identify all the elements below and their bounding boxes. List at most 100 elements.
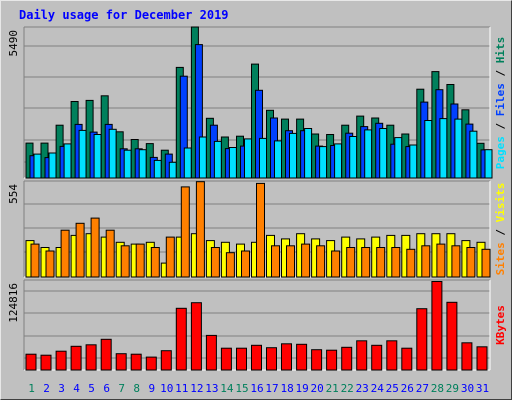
bar-kbytes-day-10 — [160, 350, 172, 371]
bar-pages-day-18 — [289, 132, 297, 179]
bar-sites-day-28 — [436, 243, 446, 278]
x-tick-label: 19 — [295, 382, 308, 395]
x-tick-label: 8 — [133, 382, 140, 395]
bar-pages-day-3 — [63, 143, 72, 179]
x-tick-label: 15 — [235, 382, 248, 395]
bar-kbytes-day-3 — [55, 350, 67, 371]
x-tick-label: 5 — [88, 382, 95, 395]
x-tick-label: 3 — [58, 382, 65, 395]
bar-sites-day-4 — [75, 222, 85, 278]
bar-pages-day-19 — [304, 128, 313, 179]
bar-sites-day-26 — [406, 248, 416, 278]
bar-sites-day-1 — [30, 243, 40, 278]
legend-pages: Pages — [494, 136, 507, 169]
bar-kbytes-day-29 — [446, 301, 458, 371]
x-tick-label: 7 — [118, 382, 125, 395]
x-tick-label: 21 — [326, 382, 339, 395]
bar-kbytes-day-19 — [296, 343, 308, 371]
x-tick-label: 27 — [416, 382, 429, 395]
bar-kbytes-day-16 — [251, 344, 262, 371]
bar-pages-day-10 — [168, 161, 177, 179]
bar-sites-day-31 — [481, 248, 491, 278]
x-tick-label: 14 — [220, 382, 234, 395]
x-tick-label: 26 — [401, 382, 414, 395]
x-tick-label: 2 — [43, 382, 50, 395]
x-tick-label: 4 — [73, 382, 80, 395]
legend-hits: Hits — [494, 37, 507, 64]
x-tick-label: 11 — [175, 382, 188, 395]
bar-kbytes-day-21 — [326, 349, 338, 371]
x-tick-label: 16 — [250, 382, 263, 395]
bar-kbytes-day-13 — [205, 334, 217, 371]
legend-sites: Sites — [494, 242, 507, 275]
bar-pages-day-27 — [424, 120, 433, 179]
bar-kbytes-day-24 — [371, 344, 383, 371]
bar-kbytes-day-22 — [341, 346, 353, 371]
x-tick-label: 1 — [28, 382, 35, 395]
bar-sites-day-27 — [421, 245, 431, 278]
legend: Pages / Files / Hits — [494, 37, 507, 170]
bar-pages-day-12 — [198, 136, 207, 179]
bar-kbytes-day-26 — [401, 347, 413, 371]
bar-sites-day-25 — [391, 247, 401, 278]
bar-kbytes-day-18 — [281, 343, 292, 371]
bar-pages-day-24 — [379, 128, 388, 179]
bar-sites-day-16 — [256, 182, 265, 278]
bar-kbytes-day-12 — [190, 302, 202, 371]
bar-sites-day-22 — [346, 247, 356, 278]
bar-sites-day-13 — [210, 247, 220, 278]
x-tick-label: 13 — [205, 382, 218, 395]
bar-sites-day-29 — [451, 245, 461, 278]
y-max-label: 554 — [7, 184, 20, 204]
bar-kbytes-day-11 — [175, 307, 187, 371]
bar-kbytes-day-17 — [266, 347, 277, 371]
bar-sites-day-2 — [45, 250, 55, 278]
bar-sites-day-3 — [60, 229, 70, 278]
page-title: Daily usage for December 2019 — [19, 8, 229, 22]
bar-pages-day-29 — [454, 118, 463, 179]
bar-sites-day-10 — [165, 236, 175, 278]
bar-kbytes-day-27 — [416, 308, 428, 371]
bar-sites-day-17 — [271, 245, 280, 278]
x-tick-label: 28 — [431, 382, 444, 395]
bar-kbytes-day-1 — [25, 353, 37, 371]
bar-kbytes-day-4 — [70, 345, 82, 371]
bar-pages-day-16 — [259, 137, 267, 179]
bar-pages-day-25 — [394, 137, 403, 179]
x-tick-label: 30 — [461, 382, 474, 395]
bar-sites-day-30 — [466, 247, 476, 278]
bar-sites-day-15 — [241, 250, 250, 278]
bar-pages-day-20 — [319, 146, 328, 179]
x-tick-label: 24 — [371, 382, 385, 395]
y-max-label: 5490 — [7, 30, 20, 57]
bar-sites-day-8 — [135, 243, 145, 278]
bar-sites-day-23 — [361, 247, 371, 278]
bar-pages-day-13 — [213, 140, 222, 179]
x-tick-label: 18 — [280, 382, 293, 395]
bar-sites-day-9 — [150, 247, 160, 278]
x-tick-label: 29 — [446, 382, 459, 395]
bar-pages-day-17 — [274, 140, 282, 179]
bar-pages-day-8 — [138, 149, 147, 179]
bar-sites-day-7 — [120, 245, 130, 278]
bar-kbytes-day-30 — [461, 342, 473, 371]
x-tick-label: 20 — [310, 382, 323, 395]
x-tick-label: 12 — [190, 382, 203, 395]
bar-sites-day-21 — [331, 250, 341, 278]
bar-pages-day-4 — [78, 129, 87, 179]
bar-sites-day-18 — [286, 245, 295, 278]
bar-kbytes-day-6 — [100, 338, 112, 371]
legend-kbytes: KBytes — [494, 305, 507, 345]
bar-kbytes-day-5 — [85, 344, 97, 371]
bar-sites-day-19 — [301, 243, 311, 278]
bar-sites-day-12 — [195, 181, 205, 278]
x-tick-label: 31 — [476, 382, 489, 395]
legend: KBytes — [494, 305, 507, 345]
x-tick-label: 9 — [148, 382, 155, 395]
bar-pages-day-15 — [244, 138, 252, 179]
y-max-label: 124816 — [7, 283, 20, 323]
bar-kbytes-day-23 — [356, 340, 368, 371]
bar-kbytes-day-14 — [220, 347, 232, 371]
bar-kbytes-day-7 — [115, 353, 127, 371]
